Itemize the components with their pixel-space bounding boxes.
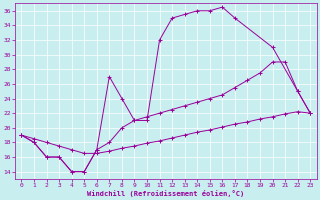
X-axis label: Windchill (Refroidissement éolien,°C): Windchill (Refroidissement éolien,°C) — [87, 190, 244, 197]
